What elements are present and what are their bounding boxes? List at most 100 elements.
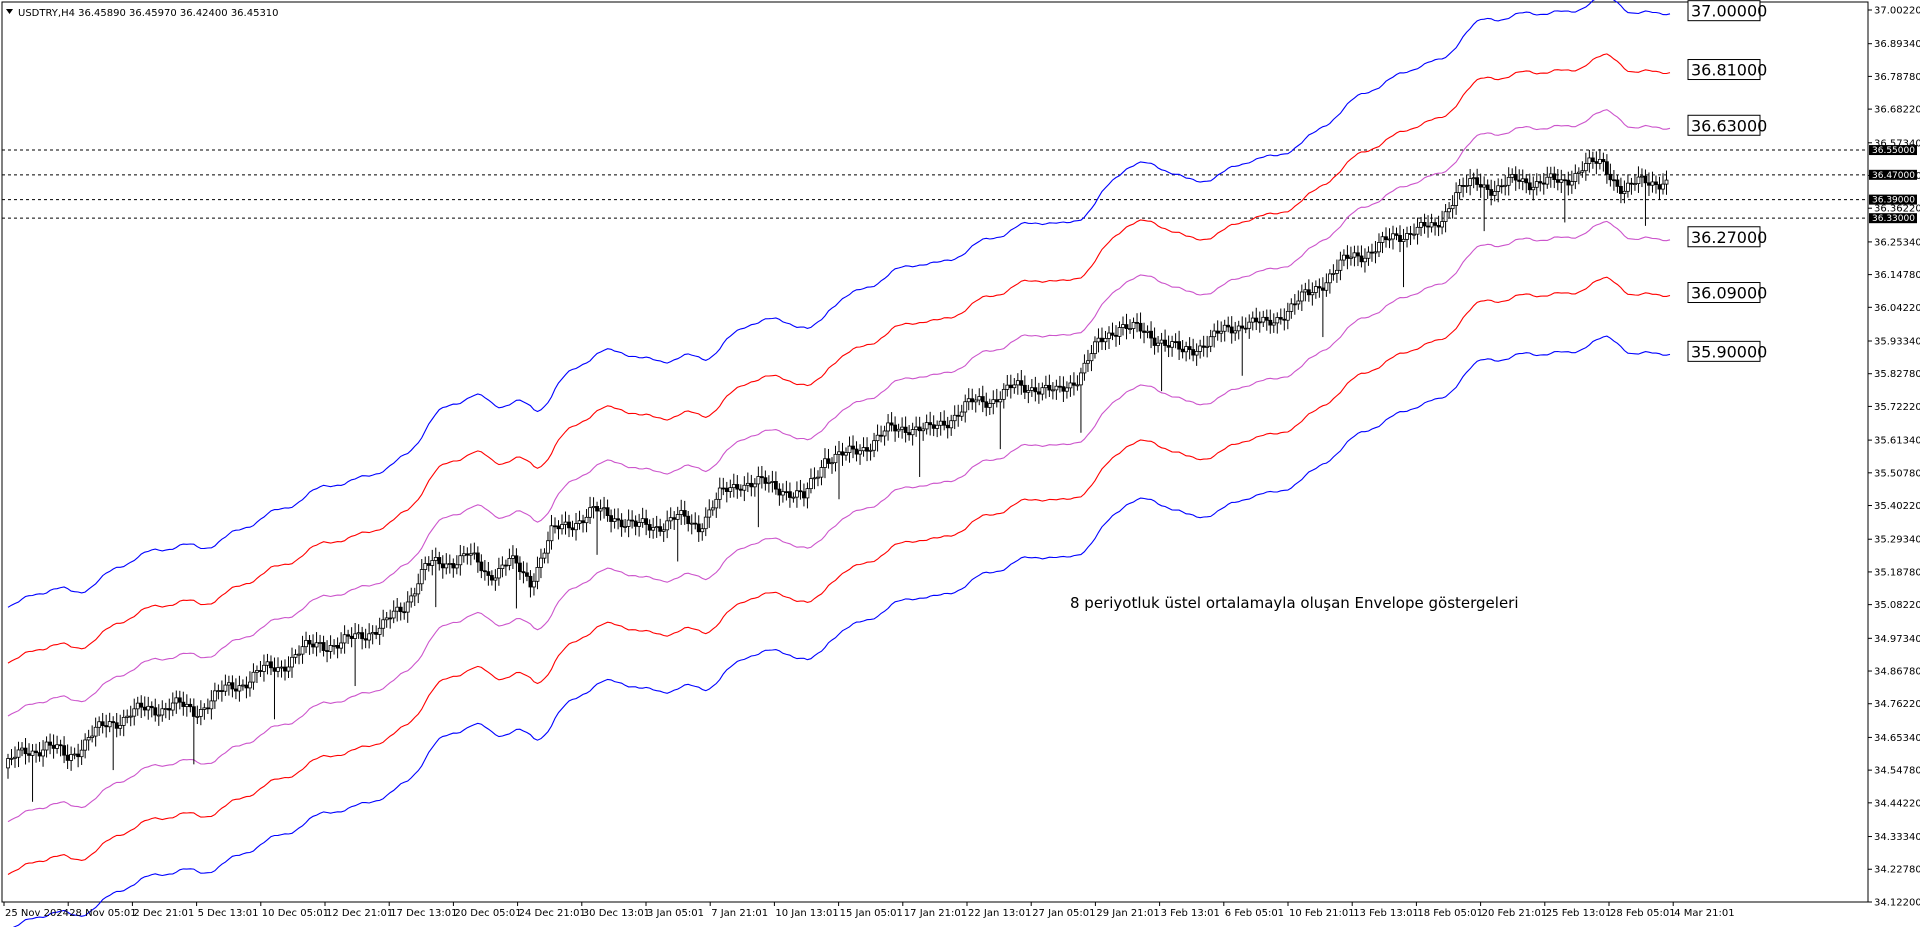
candle-body bbox=[616, 518, 621, 521]
candle-body bbox=[553, 525, 557, 528]
symbol-title: USDTRY,H4 36.45890 36.45970 36.42400 36.… bbox=[18, 8, 279, 19]
envelope-line bbox=[7, 276, 1671, 875]
candle-body bbox=[1643, 175, 1648, 184]
candle-body bbox=[661, 529, 666, 532]
candle-body bbox=[360, 632, 365, 640]
candle-body bbox=[766, 481, 771, 484]
candle-body bbox=[546, 540, 550, 554]
level-label-box[interactable] bbox=[1687, 59, 1761, 81]
candle-body bbox=[37, 752, 42, 757]
candle-body bbox=[584, 516, 589, 524]
candle-body bbox=[1429, 222, 1434, 228]
y-tick-label: 35.50780 bbox=[1874, 468, 1920, 479]
candle-body bbox=[20, 747, 24, 751]
level-label-text: 36.09000 bbox=[1691, 284, 1767, 303]
envelope-line bbox=[7, 53, 1671, 664]
candle-body bbox=[135, 702, 140, 710]
candle-body bbox=[1387, 238, 1392, 241]
candle-body bbox=[721, 487, 726, 490]
level-label-box[interactable] bbox=[1687, 114, 1761, 136]
candle-body bbox=[223, 684, 228, 692]
candle-body bbox=[1110, 332, 1115, 336]
candle-body bbox=[560, 524, 564, 530]
candle-body bbox=[1198, 345, 1203, 352]
candle-body bbox=[262, 664, 266, 672]
candle-body bbox=[1338, 259, 1343, 271]
candle-body bbox=[910, 429, 915, 436]
candle-body bbox=[107, 721, 112, 728]
envelope-lines-layer bbox=[7, 0, 1671, 927]
candle-body bbox=[1468, 178, 1473, 186]
candle-body bbox=[51, 744, 56, 749]
candle-body bbox=[707, 509, 712, 518]
candle-body bbox=[458, 555, 463, 566]
candle-body bbox=[328, 645, 333, 652]
x-tick-label: 7 Jan 21:01 bbox=[711, 908, 768, 919]
level-label-box[interactable] bbox=[1687, 340, 1761, 362]
level-label-box[interactable] bbox=[1687, 282, 1761, 304]
candle-body bbox=[1296, 300, 1301, 305]
candle-body bbox=[889, 422, 894, 426]
candle-body bbox=[1454, 192, 1459, 206]
candle-body bbox=[27, 753, 31, 756]
candle-body bbox=[205, 707, 210, 710]
candle-body bbox=[865, 447, 869, 452]
candle-body bbox=[668, 517, 673, 522]
candle-body bbox=[290, 656, 294, 668]
candle-body bbox=[1131, 321, 1136, 329]
candle-body bbox=[374, 632, 379, 635]
candle-body bbox=[763, 477, 768, 484]
y-tick-label: 35.82780 bbox=[1874, 369, 1920, 380]
y-tick-label: 36.04220 bbox=[1874, 303, 1920, 314]
candle-body bbox=[156, 714, 161, 717]
candle-body bbox=[574, 523, 578, 531]
candle-body bbox=[679, 510, 684, 515]
candle-body bbox=[759, 476, 764, 479]
time-axis[interactable]: 25 Nov 2024 28 Nov 05:012 Dec 21:01 5 Dec … bbox=[3, 902, 1735, 919]
candle-body bbox=[188, 703, 193, 708]
level-label-text: 36.63000 bbox=[1691, 116, 1767, 135]
candle-body bbox=[980, 396, 985, 403]
candle-body bbox=[72, 753, 77, 756]
candle-body bbox=[1377, 242, 1381, 253]
candle-body bbox=[1187, 346, 1192, 350]
level-label-box[interactable] bbox=[1687, 0, 1761, 22]
candle-body bbox=[1398, 235, 1402, 242]
candle-body bbox=[651, 527, 656, 531]
candle-body bbox=[942, 420, 947, 426]
collapse-triangle-icon[interactable] bbox=[6, 9, 13, 14]
candle-body bbox=[875, 434, 880, 442]
y-tick-label: 34.22780 bbox=[1874, 865, 1920, 876]
candle-body bbox=[784, 491, 789, 494]
candle-body bbox=[591, 506, 596, 509]
candle-body bbox=[1566, 179, 1571, 186]
candle-body bbox=[1531, 186, 1536, 191]
candle-body bbox=[907, 432, 912, 436]
candle-body bbox=[724, 487, 729, 492]
envelope-line bbox=[12, 335, 1671, 927]
candle-body bbox=[1159, 339, 1164, 344]
candle-body bbox=[90, 735, 95, 738]
candle-body bbox=[1243, 327, 1248, 330]
price-axis[interactable]: 37.00220 36.89340 36.78780 36.68220 36.57340… bbox=[1868, 6, 1920, 909]
candle-body bbox=[830, 462, 834, 465]
candle-body bbox=[963, 401, 968, 413]
x-tick-label: 10 Dec 05:01 bbox=[262, 908, 329, 919]
candle-body bbox=[493, 577, 498, 581]
level-label-box[interactable] bbox=[1687, 226, 1761, 248]
candle-body bbox=[1447, 208, 1452, 213]
level-label-text: 36.81000 bbox=[1691, 61, 1767, 80]
candle-body bbox=[395, 606, 400, 612]
y-tick-label: 36.36220 bbox=[1874, 204, 1920, 215]
candle-body bbox=[181, 701, 186, 707]
x-tick-label: 25 Nov 2024 bbox=[5, 908, 69, 919]
candle-body bbox=[1303, 289, 1308, 293]
candle-body bbox=[13, 756, 17, 759]
candle-body bbox=[1345, 254, 1350, 259]
candle-body bbox=[1597, 159, 1602, 164]
candle-body bbox=[1471, 177, 1476, 180]
candle-body bbox=[1282, 318, 1287, 321]
y-tick-label: 34.54780 bbox=[1874, 766, 1920, 777]
candle-body bbox=[1250, 317, 1255, 323]
